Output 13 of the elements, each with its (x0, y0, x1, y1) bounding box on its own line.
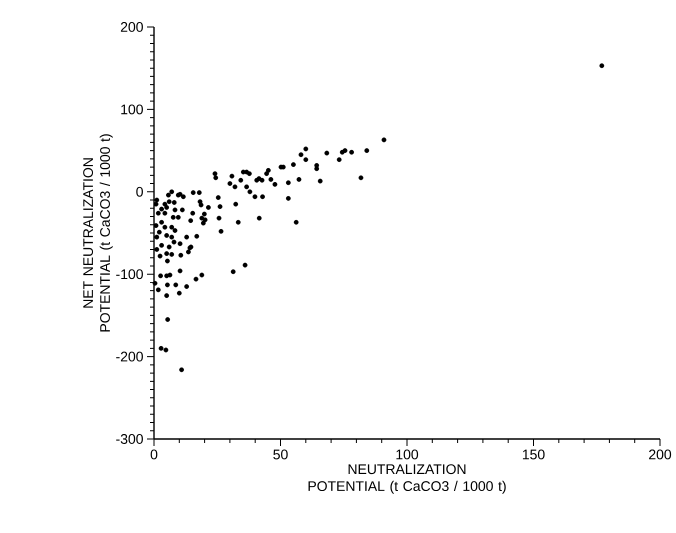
x-tick-label: 200 (649, 450, 672, 460)
x-axis-title: NEUTRALIZATION POTENTIAL (t CaCO3 / 1000 t) (308, 464, 506, 494)
x-tick-label: 150 (522, 450, 545, 460)
x-tick-label: 100 (396, 450, 418, 460)
x-tick-label: 50 (273, 450, 288, 460)
y-tick-label: -200 (116, 352, 143, 362)
y-tick-label: -100 (116, 269, 143, 280)
y-tick-label: -300 (116, 434, 143, 444)
y-tick-label: 100 (121, 104, 143, 114)
y-axis-title: NET NEUTRALIZATION POTENTIAL (t CaCO3 / 1000 t) (83, 134, 113, 332)
y-tick-label: 0 (136, 186, 143, 197)
y-tick-label: 200 (120, 22, 143, 32)
x-tick-label: 0 (150, 450, 158, 460)
